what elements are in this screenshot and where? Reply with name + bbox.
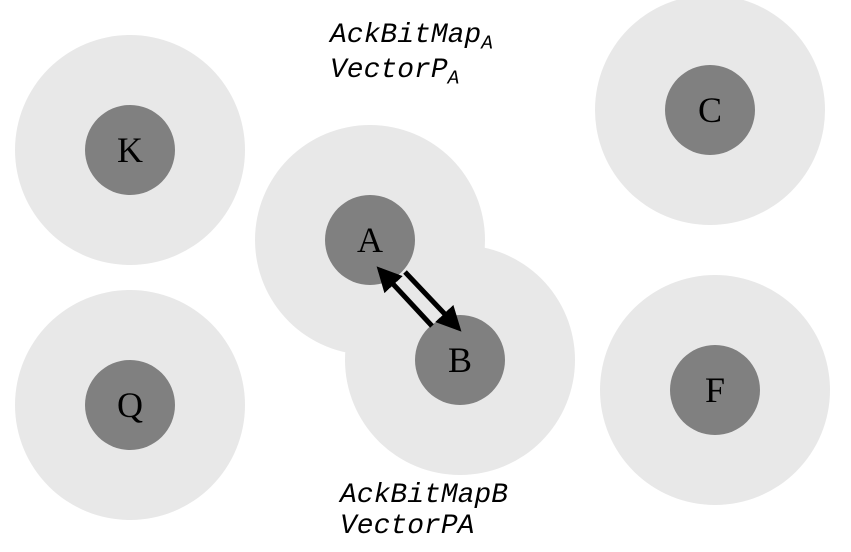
annotation-bottom: AckBitMapB VectorPA — [340, 480, 508, 542]
node-label-A: A — [357, 219, 383, 261]
node-Q: Q — [85, 360, 175, 450]
node-B: B — [415, 315, 505, 405]
annotation-top: AckBitMapA VectorPA — [330, 20, 493, 89]
node-label-K: K — [117, 129, 143, 171]
node-K: K — [85, 105, 175, 195]
node-label-B: B — [448, 339, 472, 381]
annotation-bottom-line1: AckBitMapB — [340, 480, 508, 511]
node-label-F: F — [705, 369, 725, 411]
node-C: C — [665, 65, 755, 155]
annotation-bottom-line2: VectorPA — [340, 511, 508, 542]
node-label-C: C — [698, 89, 722, 131]
node-F: F — [670, 345, 760, 435]
annotation-top-line1: AckBitMapA — [330, 20, 493, 55]
node-label-Q: Q — [117, 384, 143, 426]
annotation-top-line2: VectorPA — [330, 55, 493, 90]
node-A: A — [325, 195, 415, 285]
